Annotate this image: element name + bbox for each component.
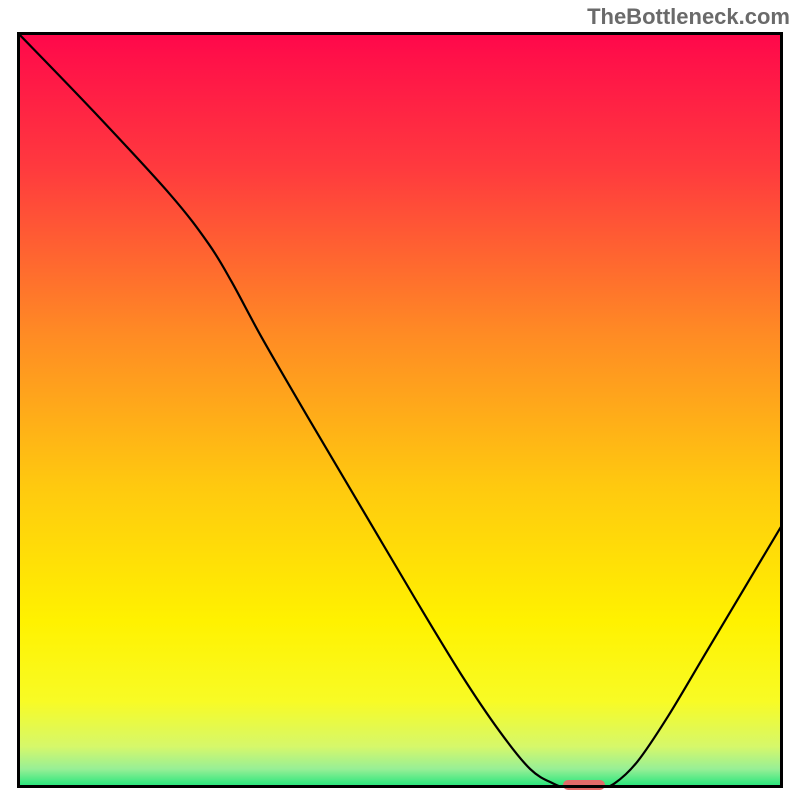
plot-area	[17, 32, 783, 788]
chart-container: TheBottleneck.com	[0, 0, 800, 800]
curve-layer	[17, 32, 783, 788]
frame-right	[780, 32, 783, 788]
frame-top	[17, 32, 783, 35]
bottleneck-curve	[17, 32, 783, 788]
frame-bottom	[17, 785, 783, 788]
frame-left	[17, 32, 20, 788]
watermark-text: TheBottleneck.com	[587, 4, 790, 30]
